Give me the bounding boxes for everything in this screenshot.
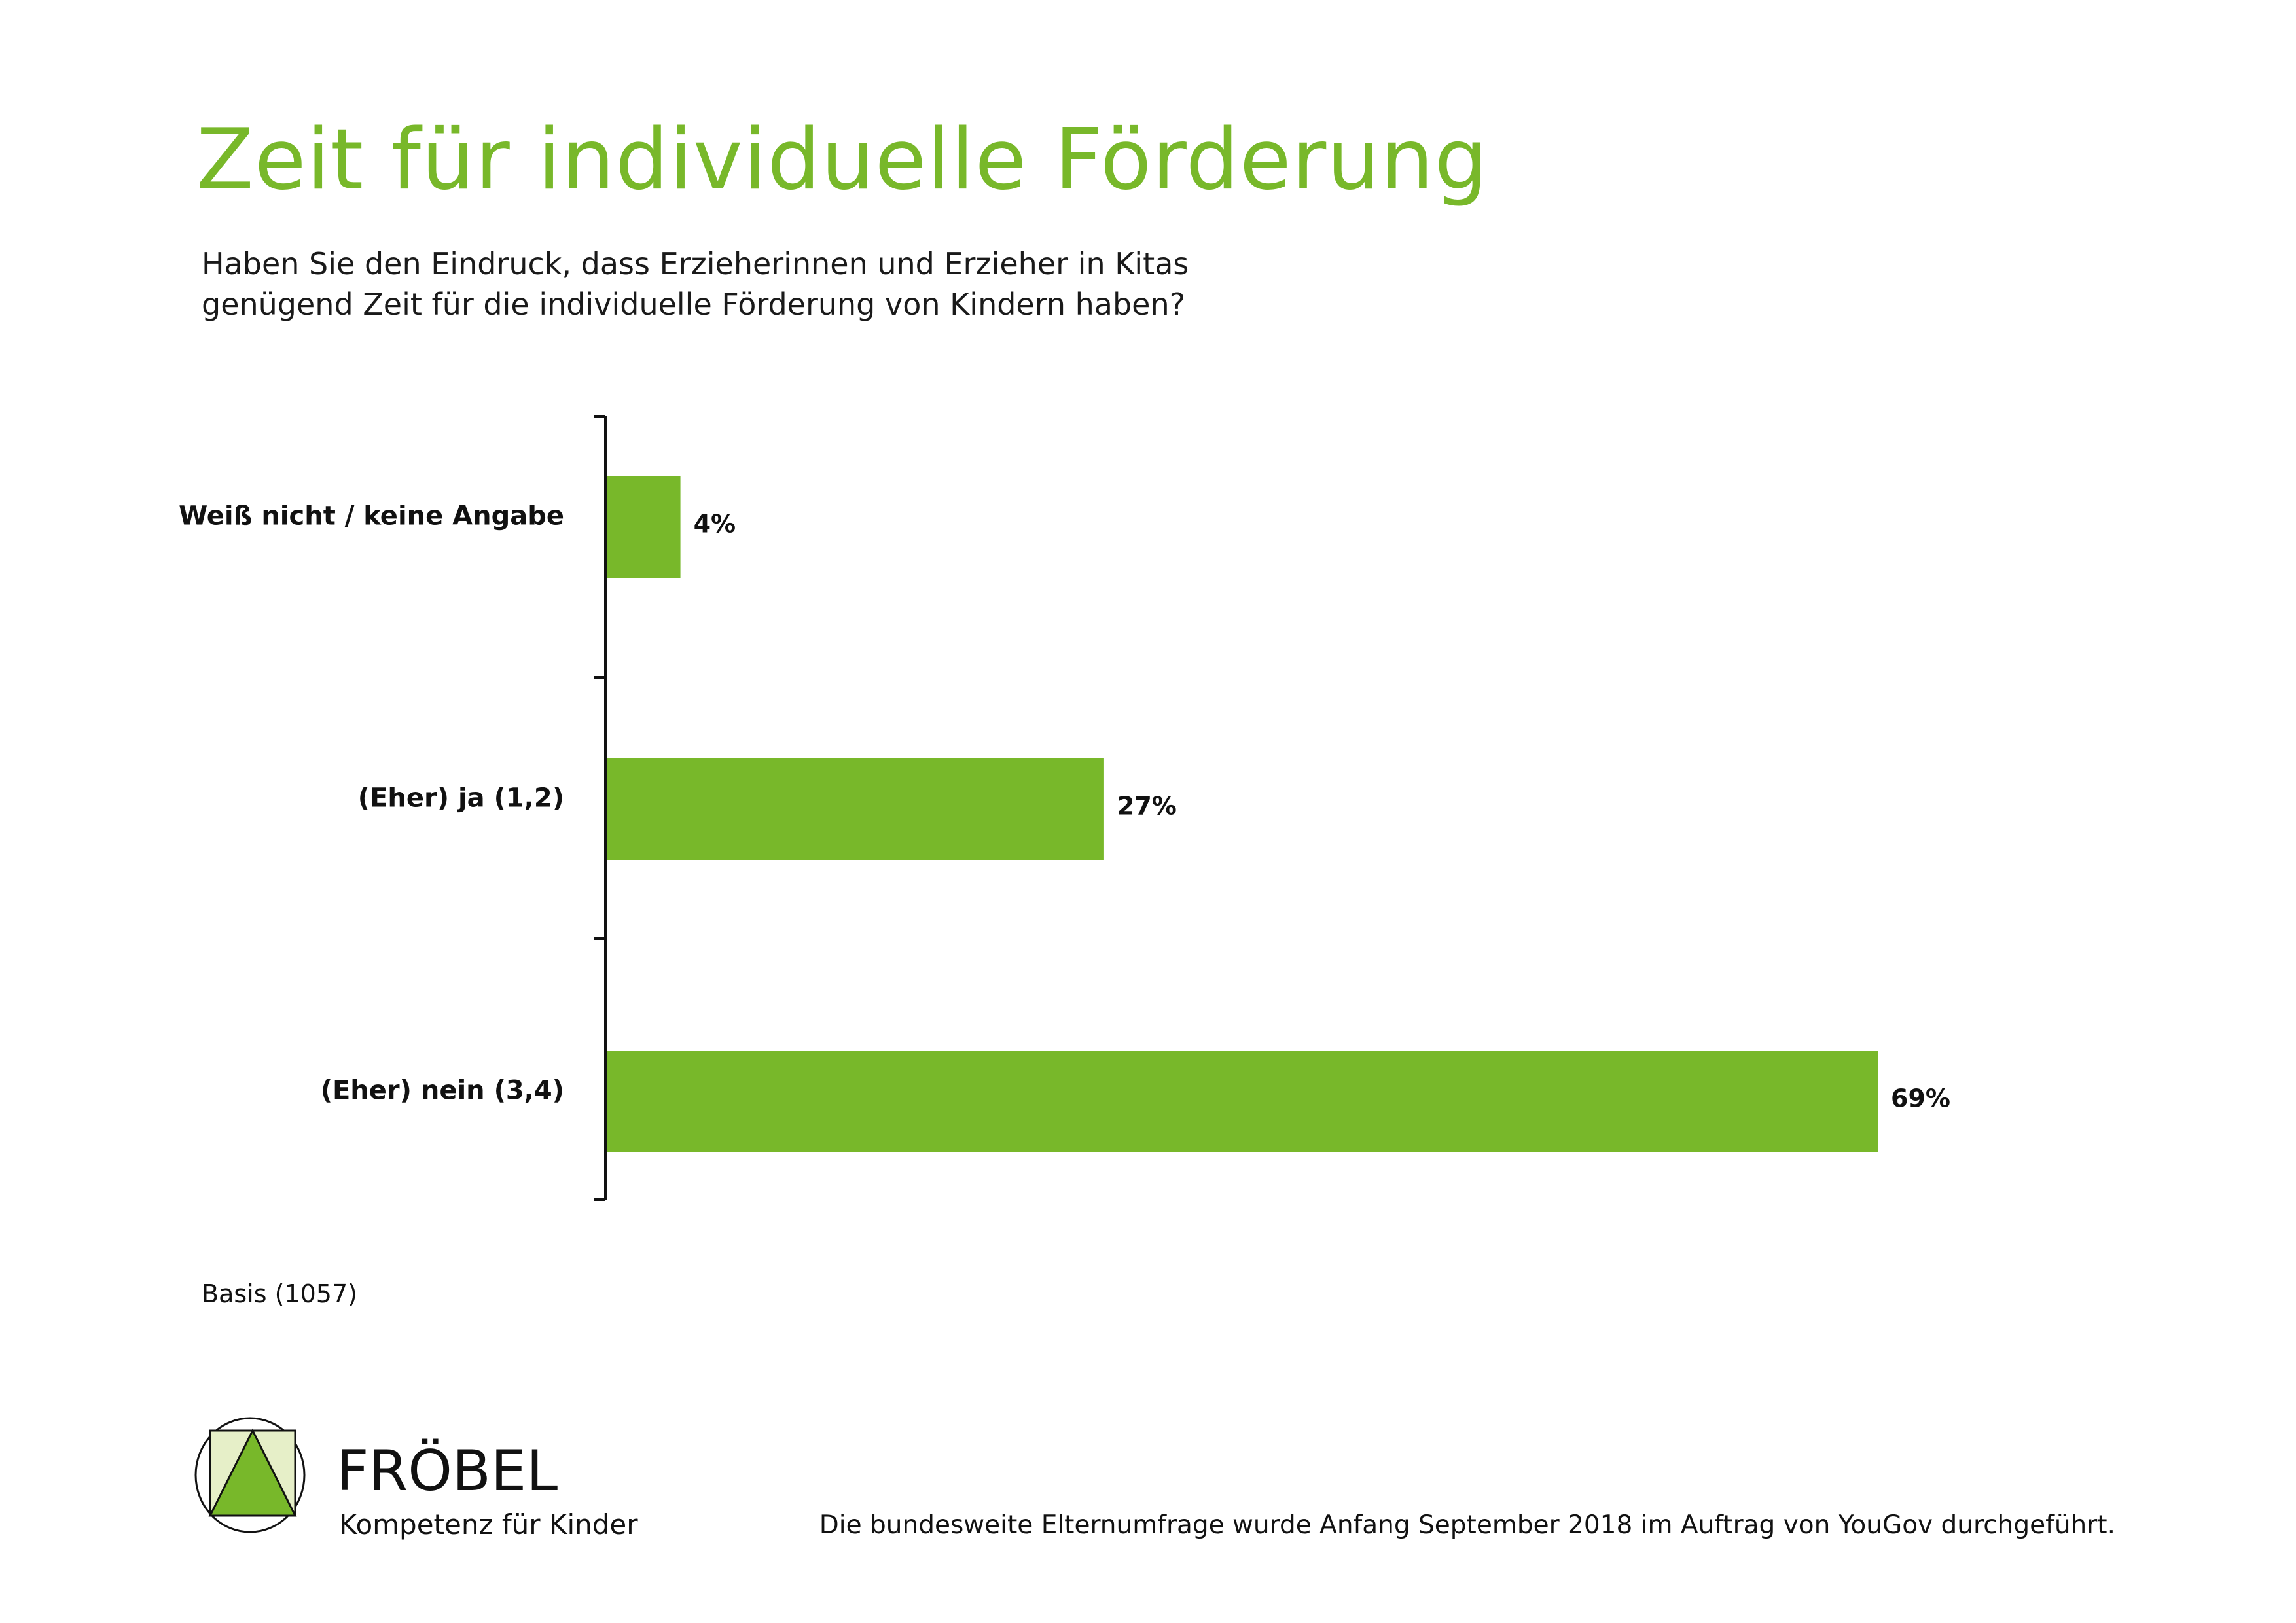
bar [607, 476, 681, 578]
bars: Weiß nicht / keine Angabe 4% (Eher) ja (1,… [179, 476, 1950, 1152]
y-axis [594, 415, 607, 1201]
footer-note: Die bundesweite Elternumfrage wurde Anfa… [819, 1510, 2115, 1540]
category-label: Weiß nicht / keine Angabe [179, 501, 564, 531]
froebel-logo-icon [194, 1417, 306, 1533]
bar [607, 758, 1104, 860]
page-title: Zeit für individuelle Förderung [196, 111, 1488, 209]
bar [607, 1051, 1878, 1152]
basis-note: Basis (1057) [202, 1279, 357, 1308]
value-label: 27% [1117, 792, 1177, 821]
category-label: (Eher) ja (1,2) [358, 783, 564, 813]
logo-brand: FRÖBEL [336, 1438, 558, 1504]
subtitle-line-1: Haben Sie den Eindruck, dass Erzieherinn… [202, 246, 1189, 281]
value-label: 4% [694, 510, 736, 539]
subtitle-line-2: genügend Zeit für die individuelle Förde… [202, 287, 1186, 322]
value-label: 69% [1891, 1084, 1950, 1113]
category-label: (Eher) nein (3,4) [321, 1076, 564, 1106]
logo-tagline: Kompetenz für Kinder [339, 1508, 638, 1541]
